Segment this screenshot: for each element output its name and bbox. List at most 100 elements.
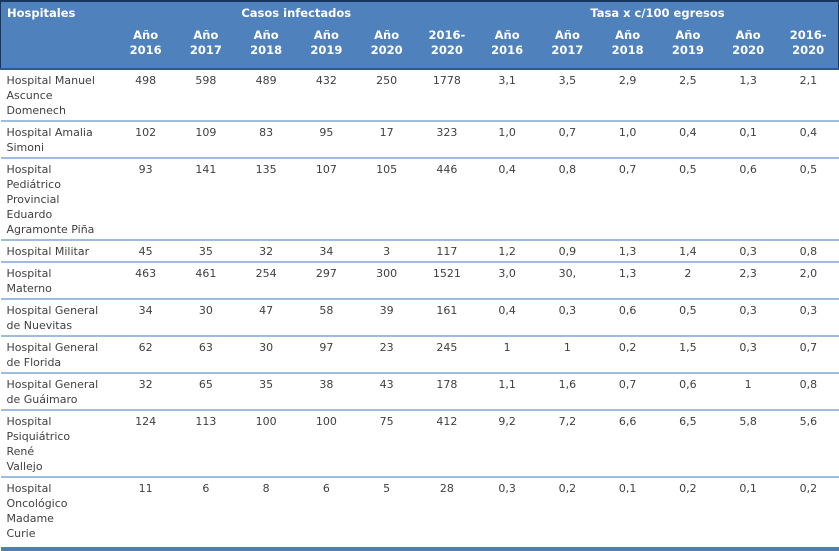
- hospital-name-cell: Hospital General de Nuevitas: [0, 298, 116, 336]
- tasa-year-header: Año 2020: [718, 21, 779, 70]
- value-cell: 1,6: [537, 372, 598, 410]
- value-cell: 124: [115, 409, 176, 477]
- value-cell: 0,1: [718, 476, 779, 551]
- value-cell: 0,5: [778, 157, 839, 240]
- value-cell: 1: [537, 335, 598, 373]
- tasa-total-header: 2016- 2020: [778, 21, 839, 70]
- value-cell: 297: [296, 261, 357, 299]
- value-cell: 2,9: [618, 74, 637, 87]
- value-cell: 0,3: [477, 476, 538, 551]
- casos-total-header: 2016- 2020: [416, 21, 477, 70]
- value-cell: 0,6: [597, 298, 658, 336]
- value-cell: 6: [296, 476, 357, 551]
- value-cell: 2: [657, 261, 718, 299]
- value-cell: 9,2: [477, 409, 538, 477]
- casos-year-header: Año 2019: [296, 21, 357, 70]
- value-cell: 0,2: [597, 335, 658, 373]
- value-cell: 5,6: [778, 409, 839, 477]
- value-cell: 65: [175, 372, 236, 410]
- value-cell: 62: [115, 335, 176, 373]
- value-cell: 446: [416, 157, 477, 240]
- value-cell: 3: [356, 239, 417, 262]
- table-row: Hospital Oncológico Madame Curie 11 6 8 6 5 28…: [0, 476, 839, 551]
- value-cell: 1,4: [657, 239, 718, 262]
- header-group-row: Hospitales Casos infectados Tasa x c/100…: [0, 0, 839, 21]
- value-cell: 0,8: [537, 157, 598, 240]
- value-cell: 97: [296, 335, 357, 373]
- value-cell: 323: [416, 120, 477, 158]
- hospital-name-cell: Hospital Oncológico Madame Curie: [0, 476, 116, 551]
- casos-group-header: Casos infectados: [115, 0, 477, 21]
- table-header: Hospitales Casos infectados Tasa x c/100…: [0, 0, 839, 70]
- value-cell: 0,4: [778, 120, 839, 158]
- value-cell: 35: [175, 239, 236, 262]
- value-cell: 0,9: [537, 239, 598, 262]
- value-cell: 412: [416, 409, 477, 477]
- value-cell: 1,0: [477, 120, 538, 158]
- value-cell: 6,5: [657, 409, 718, 477]
- table-row: Hospital Militar 45 35 32 34 3 117 1,2 0,9 1,3 1,4…: [0, 239, 839, 262]
- table-row: Hospital Materno 463 461 254 297 300 1521 3,0 30…: [0, 261, 839, 299]
- table-row: Hospital General de Florida 62 63 30 97 23 245…: [0, 335, 839, 373]
- hospitals-column-header: Hospitales: [0, 0, 116, 21]
- value-cell: 39: [356, 298, 417, 336]
- value-cell: 0,3: [718, 239, 779, 262]
- value-cell: 0,3: [537, 298, 598, 336]
- empty-header-cell: [0, 21, 116, 70]
- value-cell: 63: [175, 335, 236, 373]
- value-cell: 35: [236, 372, 297, 410]
- value-cell: 1,3: [597, 239, 658, 262]
- value-cell: 17: [356, 120, 417, 158]
- table-row: Hospital Psiquiátrico René Vallejo 124 113…: [0, 409, 839, 477]
- value-cell: 30: [236, 335, 297, 373]
- header-year-row: Año 2016 Año 2017 Año 2018 Año 2019 Año …: [0, 21, 839, 70]
- value-cell: 0,7: [597, 157, 658, 240]
- value-cell: 0,4: [657, 120, 718, 158]
- tasa-group-header: Tasa x c/100 egresos: [477, 0, 839, 21]
- value-cell: 11: [115, 476, 176, 551]
- value-cell: 2,3: [718, 261, 779, 299]
- value-cell: 30,: [537, 261, 598, 299]
- value-cell: 34: [296, 239, 357, 262]
- value-cell: 95: [296, 120, 357, 158]
- value-cell: 23: [356, 335, 417, 373]
- value-cell: 489: [255, 74, 277, 87]
- value-cell: 1521: [416, 261, 477, 299]
- value-cell: 0,7: [778, 335, 839, 373]
- value-cell: 5,8: [718, 409, 779, 477]
- value-cell: 0,4: [477, 298, 538, 336]
- tasa-year-header: Año 2016: [477, 21, 538, 70]
- value-cell: 0,4: [477, 157, 538, 240]
- value-cell: 178: [416, 372, 477, 410]
- value-cell: 1,0: [597, 120, 658, 158]
- value-cell: 43: [356, 372, 417, 410]
- value-cell: 93: [115, 157, 176, 240]
- value-cell: 34: [115, 298, 176, 336]
- value-cell: 0,5: [657, 298, 718, 336]
- value-cell: 0,2: [537, 476, 598, 551]
- value-cell: 100: [236, 409, 297, 477]
- value-cell: 245: [416, 335, 477, 373]
- hospital-name-cell: Hospital General de Guáimaro: [0, 372, 116, 410]
- value-cell: 598: [195, 74, 217, 87]
- value-cell: 0,7: [597, 372, 658, 410]
- value-cell: 100: [296, 409, 357, 477]
- value-cell: 254: [236, 261, 297, 299]
- value-cell: 0,2: [657, 476, 718, 551]
- hospital-name-cell: Hospital Militar: [0, 239, 116, 262]
- value-cell: 109: [175, 120, 236, 158]
- hospital-name-cell: Hospital Materno: [0, 261, 116, 299]
- value-cell: 161: [416, 298, 477, 336]
- value-cell: 0,6: [718, 157, 779, 240]
- value-cell: 1,5: [657, 335, 718, 373]
- value-cell: 32: [115, 372, 176, 410]
- value-cell: 0,1: [718, 120, 779, 158]
- value-cell: 250: [376, 74, 398, 87]
- hospital-name-cell: Hospital Amalia Simoni: [0, 120, 116, 158]
- value-cell: 2,5: [679, 74, 697, 87]
- table-row: Hospital Manuel Ascunce Domenech 498 598 48…: [1, 69, 839, 121]
- value-cell: 75: [356, 409, 417, 477]
- value-cell: 7,2: [537, 409, 598, 477]
- casos-year-header: Año 2018: [236, 21, 297, 70]
